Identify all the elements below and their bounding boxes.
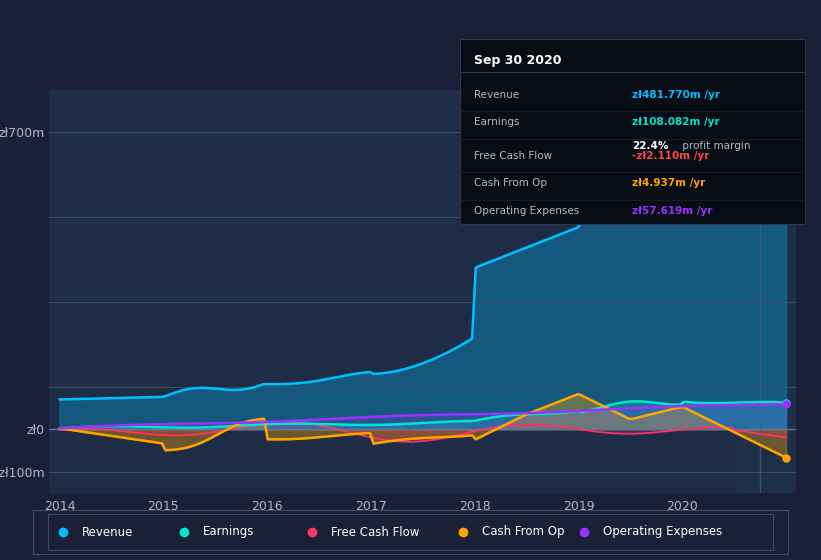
Text: zł4.937m /yr: zł4.937m /yr <box>632 178 705 188</box>
Text: Cash From Op: Cash From Op <box>482 525 565 539</box>
Text: Revenue: Revenue <box>82 525 133 539</box>
Text: Revenue: Revenue <box>474 90 519 100</box>
Text: zł108.082m /yr: zł108.082m /yr <box>632 118 720 127</box>
Text: zł481.770m /yr: zł481.770m /yr <box>632 90 720 100</box>
Text: profit margin: profit margin <box>679 141 750 151</box>
Text: Earnings: Earnings <box>203 525 255 539</box>
Text: zł57.619m /yr: zł57.619m /yr <box>632 206 713 216</box>
Text: Operating Expenses: Operating Expenses <box>603 525 722 539</box>
Text: -zł2.110m /yr: -zł2.110m /yr <box>632 151 709 161</box>
Text: Operating Expenses: Operating Expenses <box>474 206 579 216</box>
Text: Earnings: Earnings <box>474 118 519 127</box>
Bar <box>739 90 796 493</box>
Text: Free Cash Flow: Free Cash Flow <box>331 525 420 539</box>
Text: Cash From Op: Cash From Op <box>474 178 547 188</box>
Text: Sep 30 2020: Sep 30 2020 <box>474 54 561 67</box>
Text: Free Cash Flow: Free Cash Flow <box>474 151 552 161</box>
Text: 22.4%: 22.4% <box>632 141 668 151</box>
